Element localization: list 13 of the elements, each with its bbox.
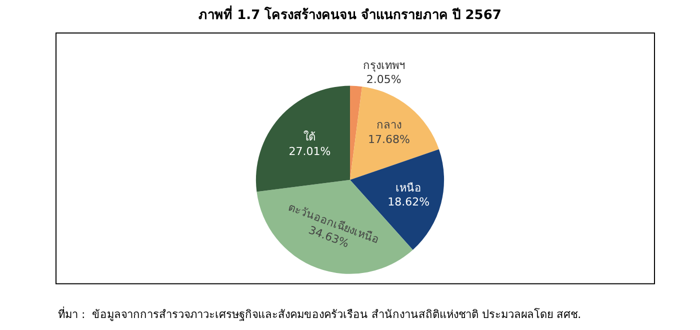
data-label: 17.68% [368, 132, 410, 146]
data-label: 27.01% [288, 144, 331, 158]
slice-label: ใต้ [304, 130, 316, 144]
pie-slice [350, 86, 362, 180]
pie-slice [256, 86, 350, 192]
data-label: 2.05% [366, 73, 402, 86]
text: ที่มา : ข้อมูลจากการสำรวจภาวะเศรษฐกิจและสังคมของครัวเรือน สำนักงานสถิติแห่งชาติ ประมวลผลโดย สศช. [58, 306, 582, 321]
data-label: 18.62% [388, 196, 430, 209]
pie-slice [350, 86, 439, 180]
slice-label: เหนือ [396, 181, 422, 194]
slice-label: กลาง [376, 118, 402, 132]
chart-title: ภาพที่ 1.7 โครงสร้างคนจน จำแนกรายภาค ปี 2567 [198, 5, 502, 23]
slice-label: กรุงเทพฯ [362, 58, 405, 72]
